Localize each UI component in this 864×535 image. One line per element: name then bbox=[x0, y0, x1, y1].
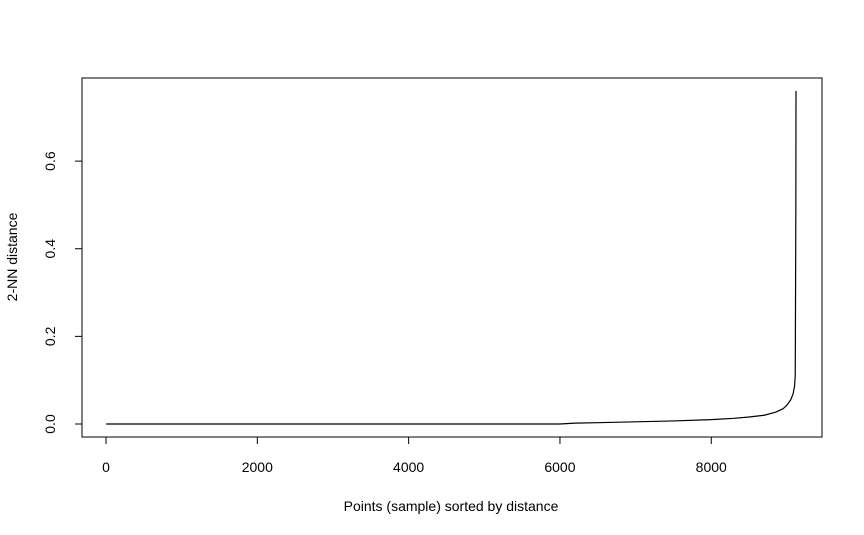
x-axis-title: Points (sample) sorted by distance bbox=[344, 498, 559, 514]
x-tick-label: 8000 bbox=[696, 459, 727, 475]
y-tick-label: 0.4 bbox=[42, 239, 58, 259]
x-tick-label: 0 bbox=[102, 459, 110, 475]
x-tick-label: 2000 bbox=[242, 459, 273, 475]
y-tick-label: 0.2 bbox=[42, 326, 58, 346]
y-tick-label: 0.0 bbox=[42, 414, 58, 434]
x-axis: 0 2000 4000 6000 8000 bbox=[102, 436, 727, 475]
x-tick-label: 4000 bbox=[393, 459, 424, 475]
y-axis-title: 2-NN distance bbox=[4, 212, 20, 301]
series-line bbox=[106, 90, 797, 425]
series-layer bbox=[106, 90, 797, 425]
y-tick-label: 0.6 bbox=[42, 151, 58, 171]
y-axis: 0.0 0.2 0.4 0.6 bbox=[42, 151, 83, 434]
x-tick-label: 6000 bbox=[544, 459, 575, 475]
plot-frame bbox=[81, 77, 823, 438]
